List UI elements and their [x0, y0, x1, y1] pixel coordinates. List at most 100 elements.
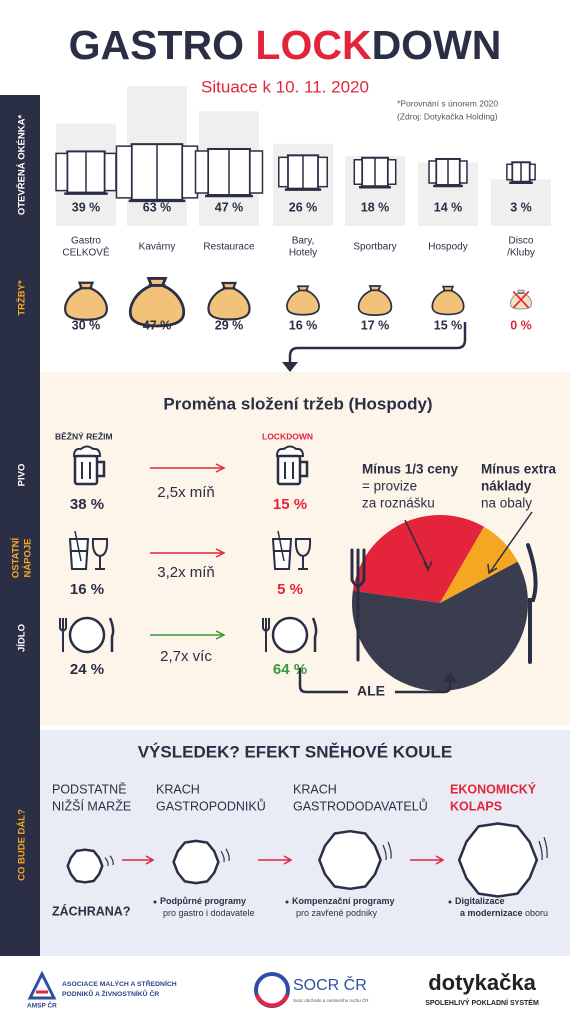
bag-body	[431, 285, 465, 316]
drinks-icon	[271, 530, 312, 570]
amsp-logo	[27, 970, 57, 1000]
snowball	[172, 839, 220, 885]
change-arrow-head	[215, 548, 226, 558]
beer-icon	[275, 445, 309, 486]
rescue-label: ZÁCHRANA?	[52, 903, 130, 918]
bag-body	[207, 281, 251, 321]
pie-note: Mínus extra	[481, 462, 557, 477]
open-value: 26 %	[289, 200, 318, 214]
but-label: ALE	[357, 683, 385, 699]
bag-icon	[207, 281, 251, 321]
food-icon	[59, 616, 115, 654]
amsp-short: AMSP ČR	[27, 1001, 57, 1010]
normal-value: 24 %	[70, 661, 104, 678]
window-shutter	[278, 156, 289, 188]
normal-value: 38 %	[70, 496, 104, 513]
title-part: LOCK	[255, 22, 372, 68]
fork	[350, 548, 366, 662]
window-icon	[55, 150, 117, 195]
venue-name: Sportbary	[353, 242, 396, 253]
wine-glass	[294, 538, 312, 570]
open-value: 3 %	[510, 200, 532, 214]
window-icon	[428, 157, 468, 188]
pie-slice	[352, 561, 528, 692]
measure-bold: a modernizace	[460, 908, 523, 918]
window-shutter	[387, 159, 397, 185]
motion-lines	[382, 841, 392, 861]
plate	[68, 616, 106, 654]
open-value: 18 %	[361, 200, 390, 214]
window-shutter	[428, 160, 437, 184]
sidebar-label: OTEVŘENÁ OKÉNKA*	[16, 115, 28, 216]
lockdown-value: 64 %	[273, 661, 307, 678]
measure-bold: Kompenzační programy	[292, 896, 395, 906]
revenue-value: 47 %	[143, 318, 172, 332]
window-icon	[278, 154, 328, 191]
sidebar-label: PIVO	[17, 464, 28, 487]
note: *Porovnání s únorem 2020	[397, 98, 498, 108]
normal-value: 16 %	[70, 581, 104, 598]
food-icon	[262, 616, 318, 654]
step-label: EKONOMICKÝ	[450, 781, 537, 796]
dotykacka-sub: SPOLEHLIVÝ POKLADNÍ SYSTÉM	[425, 998, 539, 1007]
bag-body	[357, 285, 393, 316]
venue-name: Disco	[508, 236, 533, 247]
motion-lines	[220, 848, 230, 863]
fork	[59, 618, 67, 652]
window-shutter	[115, 145, 133, 199]
pie-note: Mínus 1/3 ceny	[362, 462, 459, 477]
section-title: VÝSLEDEK? EFEKT SNĚHOVÉ KOULE	[138, 742, 453, 761]
socr-mark	[255, 994, 289, 1008]
measure-bold: Podpůrné programy	[160, 896, 246, 906]
window-shutter	[459, 160, 468, 184]
knife	[311, 617, 318, 652]
but-bracket	[298, 668, 452, 694]
step-arrow-head	[435, 855, 445, 865]
window-shutter	[55, 152, 69, 192]
snowball	[66, 848, 104, 884]
open-column	[491, 179, 551, 226]
bag-icon	[128, 277, 186, 328]
bullet	[285, 900, 289, 904]
bag-icon	[357, 285, 393, 316]
bag-body	[128, 277, 186, 328]
snowball	[318, 829, 382, 891]
revenue-value: 30 %	[72, 318, 101, 332]
factor: 3,2x míň	[157, 564, 215, 581]
venue-name: /Kluby	[507, 248, 535, 259]
drinks-icon	[68, 530, 109, 570]
window-shutter	[529, 163, 536, 181]
sidebar-label: OSTATNÍ	[11, 538, 22, 579]
venue-name: Bary,	[292, 236, 315, 247]
factor: 2,5x míň	[157, 484, 215, 501]
pie-note: náklady	[481, 479, 532, 494]
dotykacka-name: dotykačka	[428, 970, 536, 995]
step-label: PODSTATNĚ	[52, 781, 127, 796]
measure-line: Podpůrné programy	[160, 896, 246, 906]
pie-note: = provize	[362, 479, 417, 494]
revenue-value: 0 %	[510, 318, 532, 332]
pie-slice	[440, 526, 518, 603]
connector-arrow	[288, 322, 467, 366]
column-label: BĚŽNÝ REŽIM	[55, 430, 113, 441]
window-icon	[506, 161, 536, 184]
mug-body	[276, 454, 302, 486]
step-label: KOLAPS	[450, 799, 502, 813]
arrow-head	[282, 362, 298, 372]
note: (Zdroj: Dotykačka Holding)	[397, 111, 498, 121]
amsp-mark	[27, 970, 57, 1000]
venue-name: Hotely	[289, 248, 317, 259]
bag-icon	[509, 289, 533, 310]
lockdown-value: 15 %	[273, 496, 307, 513]
wine-glass	[91, 538, 109, 570]
mug-handle	[97, 460, 106, 478]
pie-note: za roznášku	[362, 496, 435, 511]
beer-icon	[72, 445, 106, 486]
straw	[277, 530, 285, 562]
window-shutter	[353, 159, 363, 185]
cross	[512, 290, 530, 309]
measure-bold: Digitalizace	[455, 896, 505, 906]
knife	[526, 543, 538, 664]
